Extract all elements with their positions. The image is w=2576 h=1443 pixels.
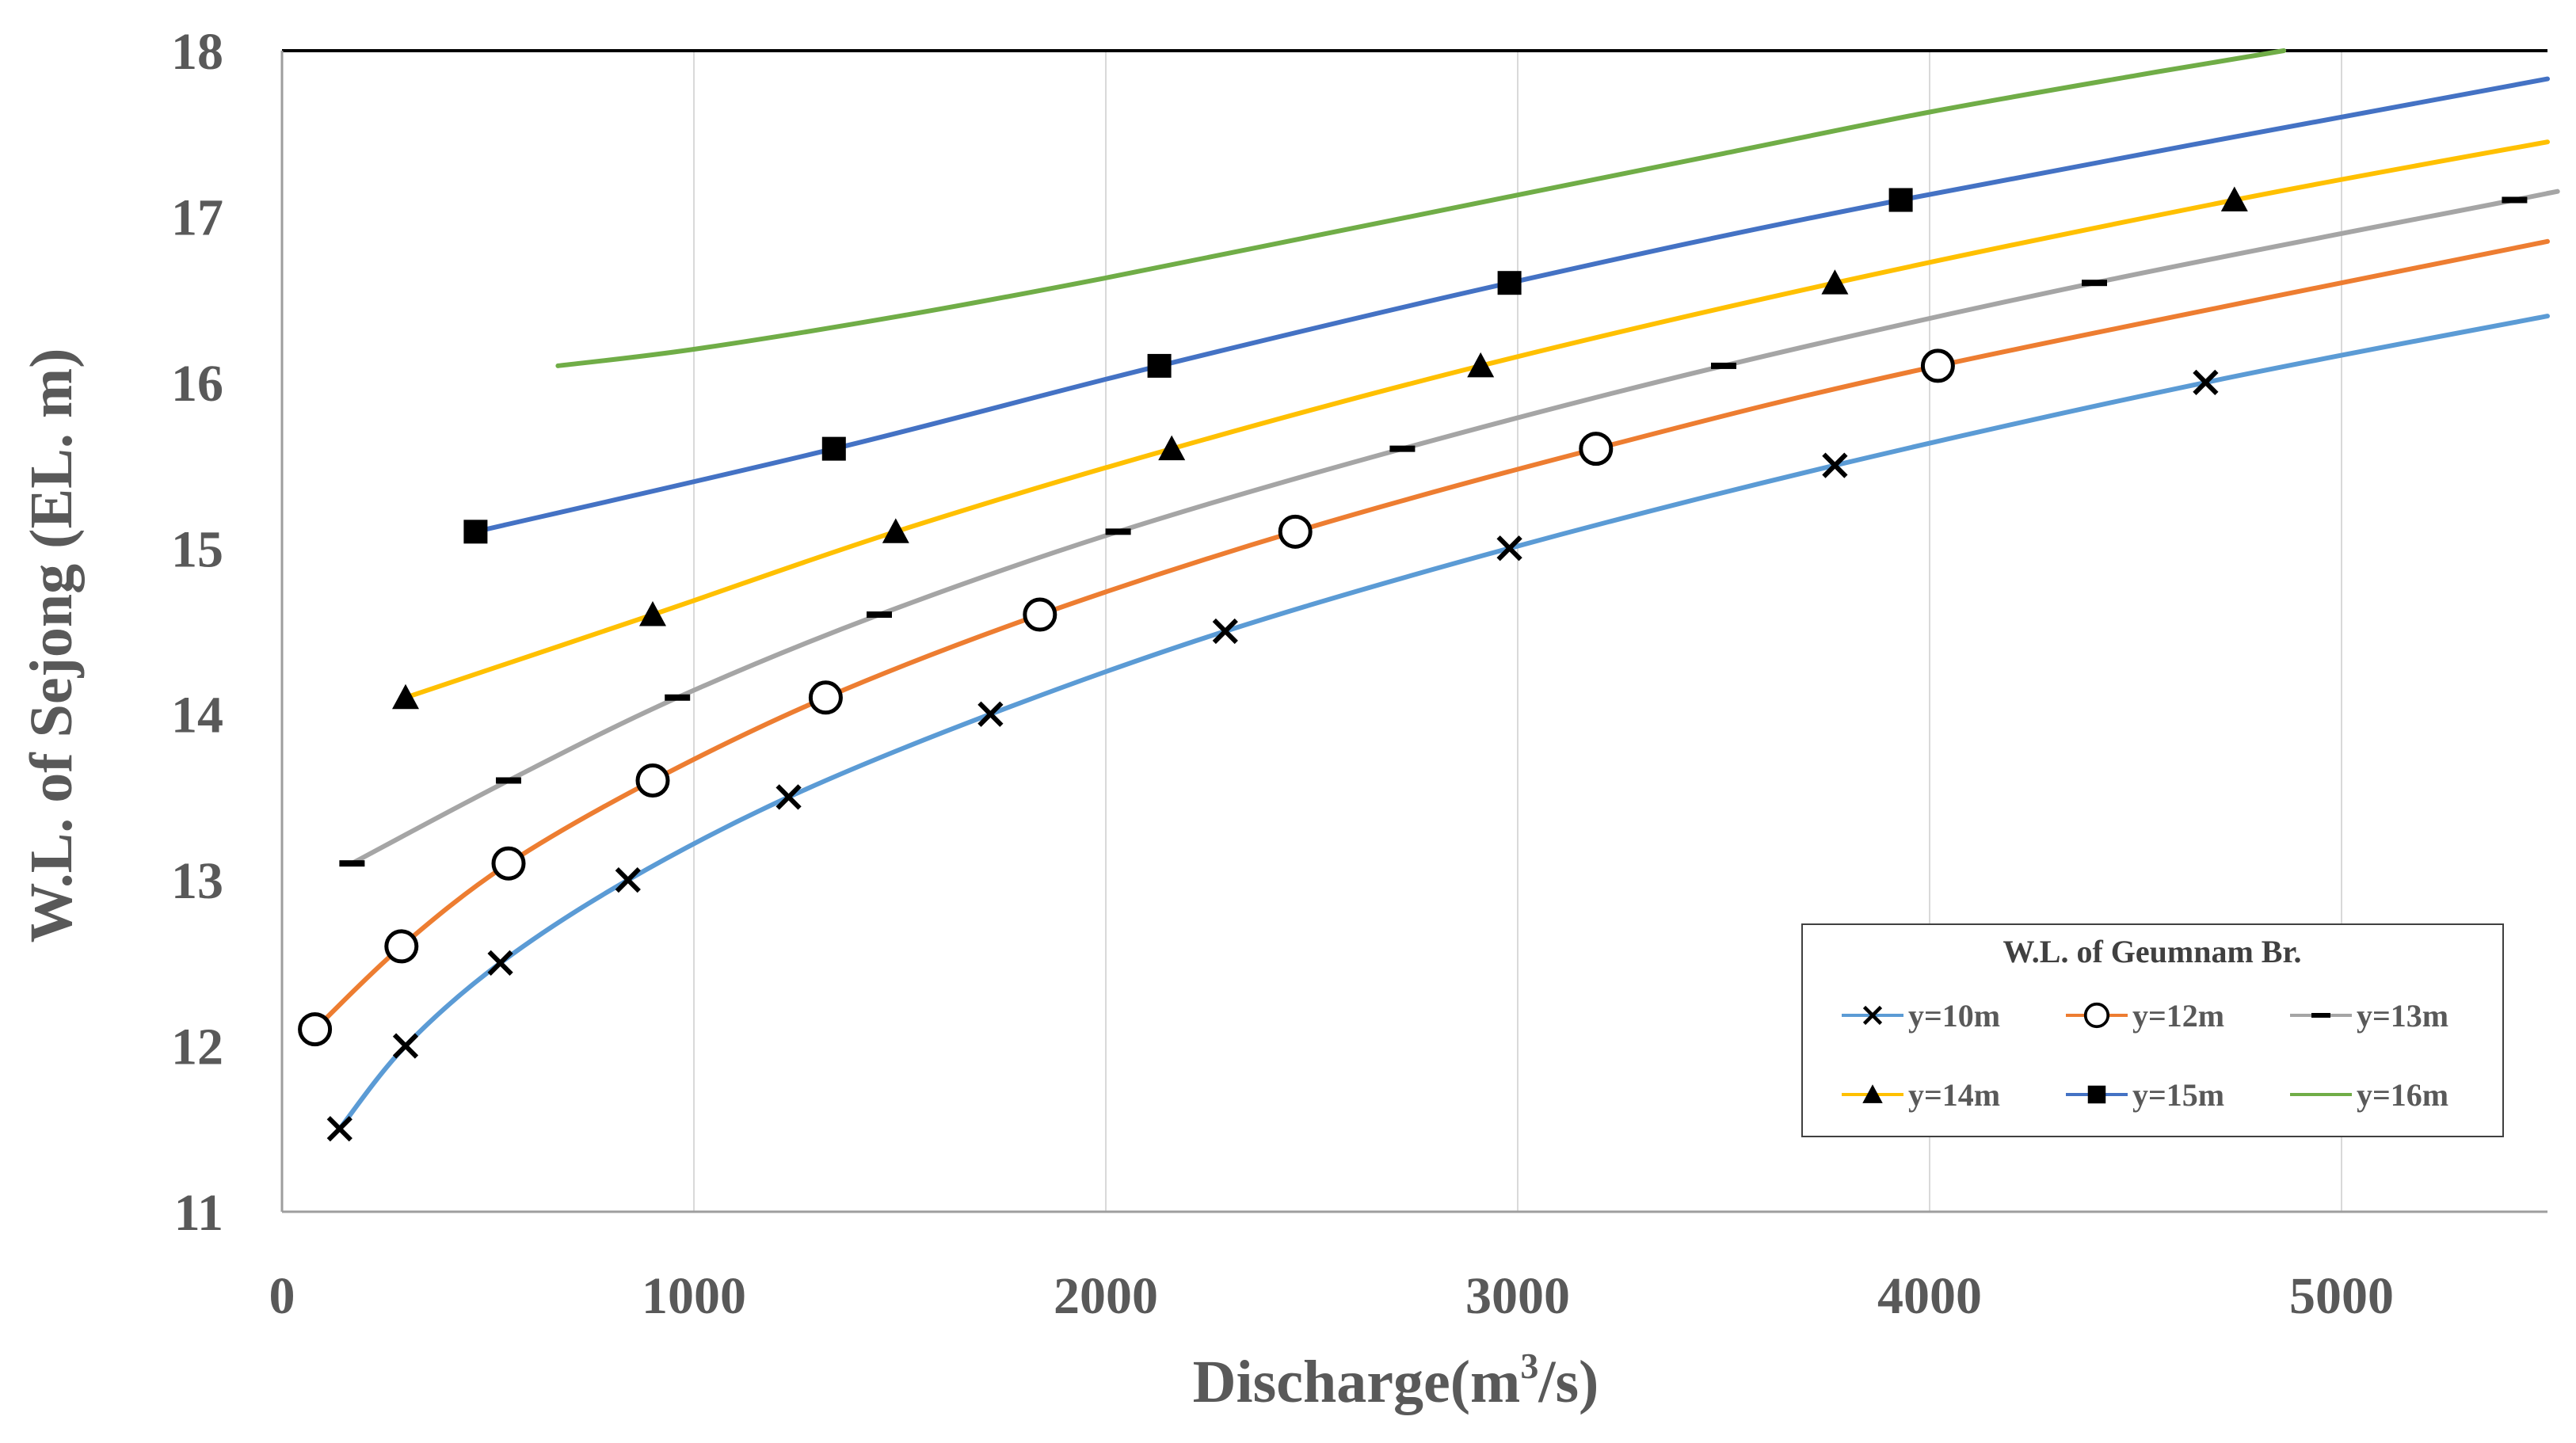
series-line-y=12m — [312, 238, 2550, 1032]
y-tick-label-14: 14 — [171, 687, 223, 744]
data-point — [339, 860, 365, 867]
legend-box — [1801, 923, 2504, 1137]
series-markers — [298, 186, 2528, 1142]
axes — [280, 49, 2547, 1213]
legend-item-y=12m: y=12m — [2066, 998, 2224, 1034]
series-line-y=15m — [473, 76, 2550, 535]
data-point — [298, 1012, 333, 1047]
data-point — [1920, 348, 1955, 383]
data-point — [392, 1033, 419, 1059]
data-point — [665, 694, 691, 701]
data-point — [1579, 432, 1614, 466]
data-point — [615, 867, 641, 893]
y-tick-label-17: 17 — [171, 188, 223, 246]
legend-marker — [2087, 1085, 2106, 1104]
data-point — [1158, 435, 1186, 461]
data-point — [463, 520, 488, 544]
data-point — [491, 846, 526, 881]
legend-marker — [2083, 1002, 2110, 1029]
data-point — [1821, 269, 1849, 295]
legend-label: y=10m — [1908, 998, 2000, 1034]
x-tick-label-0: 0 — [269, 1267, 295, 1325]
data-point — [2193, 369, 2219, 395]
x-tick-label-1000: 1000 — [642, 1267, 746, 1325]
x-tick-label-2000: 2000 — [1054, 1267, 1158, 1325]
data-point — [775, 784, 802, 810]
y-tick-label-16: 16 — [171, 355, 223, 413]
data-point — [326, 1116, 352, 1142]
data-point — [1023, 597, 1057, 632]
data-point — [1497, 271, 1522, 295]
y-axis-title: W.L. of Sejong (EL. m) — [18, 348, 85, 943]
legend-title: W.L. of Geumnam Br. — [2002, 934, 2301, 969]
data-point — [1278, 514, 1313, 549]
x-tick-label-5000: 5000 — [2289, 1267, 2394, 1325]
x-tick-label-3000: 3000 — [1465, 1267, 1570, 1325]
data-point — [1711, 362, 1736, 369]
legend: W.L. of Geumnam Br. y=10m y=12m y=13m y=14m… — [1801, 923, 2504, 1137]
legend-item-y=14m: y=14m — [1842, 1077, 2000, 1113]
data-point — [487, 950, 513, 976]
data-point — [977, 701, 1004, 727]
data-point — [2220, 186, 2248, 211]
y-tick-label-12: 12 — [171, 1018, 223, 1076]
legend-label: y=12m — [2132, 998, 2224, 1034]
data-point — [808, 680, 843, 715]
legend-marker — [2311, 1013, 2330, 1018]
data-point — [1212, 618, 1238, 645]
x-axis-title: Discharge(m3/s) — [1193, 1346, 1599, 1415]
series-line-y=10m — [337, 314, 2550, 1132]
y-tick-label-18: 18 — [171, 23, 223, 81]
data-point — [2082, 280, 2107, 287]
data-point — [384, 929, 419, 964]
data-point — [867, 611, 892, 619]
data-point — [2502, 196, 2528, 204]
legend-label: y=15m — [2132, 1077, 2224, 1113]
data-point — [496, 777, 521, 784]
data-point — [821, 436, 846, 461]
legend-items: y=10m y=12m y=13m y=14m y=15m y=16m — [1842, 998, 2448, 1113]
legend-item-y=13m: y=13m — [2290, 998, 2448, 1034]
legend-label: y=14m — [1908, 1077, 2000, 1113]
legend-label: y=13m — [2357, 998, 2448, 1034]
y-tick-label-13: 13 — [171, 852, 223, 910]
y-tick-label-15: 15 — [171, 520, 223, 578]
legend-item-y=16m: y=16m — [2290, 1077, 2448, 1113]
data-point — [392, 683, 419, 710]
y-tick-label-11: 11 — [174, 1184, 223, 1242]
series-line-y=13m — [349, 188, 2560, 866]
data-point — [1105, 528, 1131, 535]
x-tick-label-4000: 4000 — [1877, 1267, 1982, 1325]
legend-label: y=16m — [2357, 1077, 2448, 1113]
data-point — [1147, 353, 1172, 378]
legend-item-y=15m: y=15m — [2066, 1077, 2224, 1113]
legend-marker — [1862, 1084, 1883, 1103]
legend-item-y=10m: y=10m — [1842, 998, 2000, 1034]
legend-marker — [1862, 1005, 1883, 1026]
data-point — [1467, 352, 1495, 378]
series-line-y=14m — [403, 139, 2550, 700]
data-point — [635, 763, 670, 798]
data-point — [1888, 188, 1913, 212]
data-point — [639, 601, 666, 626]
series-line-y=16m — [555, 48, 2287, 368]
data-point — [1496, 535, 1522, 562]
data-point — [882, 518, 909, 543]
data-point — [1822, 452, 1848, 478]
tick-labels: 0 1000 2000 3000 4000 5000 11 12 13 14 15 16 17 18 — [171, 23, 2394, 1325]
data-point — [1389, 445, 1416, 452]
